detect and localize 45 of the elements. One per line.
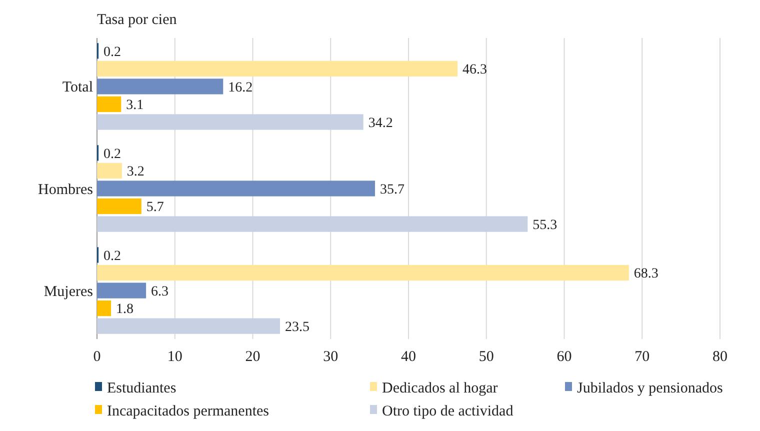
legend-label: Dedicados al hogar (382, 380, 498, 396)
data-label: 16.2 (228, 80, 253, 96)
bar (97, 198, 142, 214)
bar (97, 264, 629, 281)
data-label: 68.3 (634, 266, 658, 282)
y-tick-label: Total (62, 80, 93, 96)
x-tick-label: 40 (401, 349, 416, 365)
bar (97, 216, 528, 232)
data-label: 0.2 (104, 44, 122, 60)
chart-title: Tasa por cien (97, 12, 178, 28)
y-tick-label: Hombres (38, 182, 94, 198)
x-tick-label: 60 (556, 349, 572, 365)
bar (97, 96, 122, 112)
data-label: 3.2 (126, 164, 144, 180)
data-label: 23.5 (285, 320, 310, 335)
bar (97, 282, 146, 298)
x-tick-label: 10 (167, 349, 182, 365)
bar (97, 162, 122, 179)
data-label: 0.2 (104, 146, 122, 162)
data-label: 35.7 (380, 182, 405, 198)
x-tick-label: 70 (634, 349, 650, 365)
x-tick-label: 0 (93, 349, 101, 365)
bar (97, 114, 364, 130)
legend-label: Jubilados y pensionados (577, 380, 723, 396)
bar (97, 300, 112, 316)
legend-label: Estudiantes (107, 380, 176, 396)
data-label: 0.2 (104, 248, 122, 264)
data-label: 1.8 (116, 302, 134, 318)
data-label: 5.7 (146, 200, 164, 216)
y-tick-label: Mujeres (44, 284, 94, 300)
data-label: 55.3 (532, 218, 558, 233)
bar (97, 78, 224, 94)
bar (97, 318, 280, 334)
data-label: 34.2 (368, 116, 393, 131)
x-tick-label: 80 (712, 349, 728, 365)
bar (97, 180, 376, 196)
bar (97, 60, 458, 77)
x-tick-label: 50 (478, 349, 494, 365)
x-tick-label: 30 (323, 349, 338, 365)
data-label: 3.1 (126, 98, 144, 114)
legend-label: Incapacitados permanentes (107, 403, 270, 420)
x-tick-label: 20 (245, 349, 260, 365)
data-label: 6.3 (151, 284, 169, 300)
legend-label: Otro tipo de actividad (382, 403, 514, 420)
data-label: 46.3 (462, 62, 488, 78)
